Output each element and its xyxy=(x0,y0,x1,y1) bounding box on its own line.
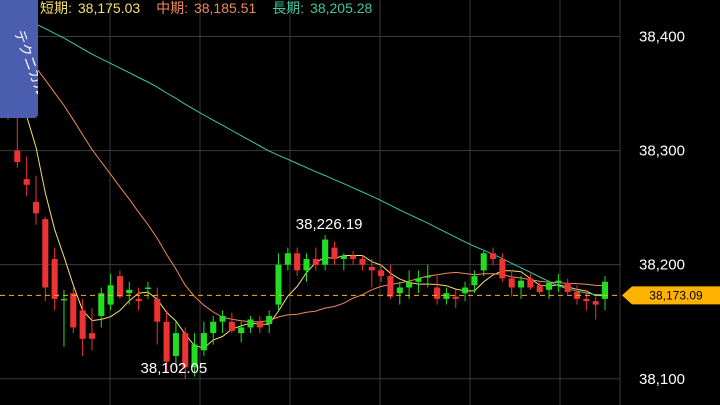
candle-body xyxy=(228,321,235,331)
candle-body xyxy=(98,293,105,317)
candle-body xyxy=(331,247,338,259)
candle-body xyxy=(480,253,487,271)
candle-body xyxy=(60,298,68,301)
low-annotation: 38,102.05 xyxy=(141,360,208,377)
candle-body xyxy=(210,321,217,334)
candle-body xyxy=(545,282,553,290)
legend-short-label: 短期: xyxy=(40,0,72,16)
candle-body xyxy=(452,296,459,299)
candle-body xyxy=(116,276,123,297)
candle-body xyxy=(536,285,543,293)
candle-body xyxy=(508,278,515,288)
legend-short-value: 38,175.03 xyxy=(77,0,141,16)
candle-body xyxy=(284,253,291,265)
candle-body xyxy=(172,333,179,356)
candle-body xyxy=(462,287,469,294)
candle-body xyxy=(51,258,58,299)
technical-button-label-svg: テクニカル xyxy=(11,28,50,99)
legend-long: 長期: 38,205.28 xyxy=(272,0,378,16)
ma-long-line xyxy=(7,14,606,296)
candle-body xyxy=(88,333,95,339)
candle-body xyxy=(200,333,207,351)
candle-body xyxy=(126,289,133,294)
legend-long-label: 長期: xyxy=(272,0,305,16)
candle-body xyxy=(303,258,310,271)
candle-body xyxy=(70,293,77,328)
technical-button-label: テクニカル xyxy=(11,28,38,99)
ma-mid-line xyxy=(7,45,606,323)
candle-body xyxy=(32,201,40,214)
candle-body xyxy=(396,287,403,294)
candle-body xyxy=(592,301,599,305)
current-price-tag xyxy=(622,286,720,305)
candle-body xyxy=(424,276,431,278)
candle-body xyxy=(340,255,347,259)
y-tick-label: 38,200 xyxy=(639,257,685,274)
candle-body xyxy=(219,316,226,322)
legend-mid: 中期: 38,185.51 xyxy=(156,0,266,16)
y-tick-label: 38,100 xyxy=(639,371,685,388)
ma-short-line xyxy=(7,70,606,349)
candle-body xyxy=(378,270,385,277)
candle-body xyxy=(294,253,301,271)
candle-body xyxy=(434,287,441,299)
candle-body xyxy=(471,276,478,286)
candle-body xyxy=(443,293,450,299)
candle-body xyxy=(247,319,254,328)
candle-body xyxy=(322,239,329,265)
candle-body xyxy=(359,258,366,265)
candle-body xyxy=(154,298,161,322)
candle-body xyxy=(238,327,245,334)
candle-body xyxy=(275,264,282,305)
candle-body xyxy=(79,310,86,339)
legend-mid-value: 38,185.51 xyxy=(193,0,257,16)
legend-long-value: 38,205.28 xyxy=(310,0,373,16)
candle-body xyxy=(42,219,49,288)
candle-body xyxy=(182,333,189,368)
candle-body xyxy=(368,266,375,271)
candle-body xyxy=(191,344,198,368)
high-annotation: 38,226.19 xyxy=(296,216,363,233)
candle-body xyxy=(350,255,357,259)
legend-mid-label: 中期: xyxy=(156,0,188,16)
candle-body xyxy=(135,298,142,302)
candle-body xyxy=(312,258,319,265)
candle-body xyxy=(555,280,562,283)
candle-body xyxy=(144,287,151,289)
candle-body xyxy=(163,321,170,362)
candle-body xyxy=(499,258,506,279)
ma-legend: 短期: 38,175.03 中期: 38,185.51 長期: 38,205.28 xyxy=(40,0,384,16)
candle-body xyxy=(266,316,273,324)
candle-body xyxy=(518,280,525,288)
y-tick-label: 38,300 xyxy=(639,143,685,160)
candle-body xyxy=(23,179,30,185)
candle-body xyxy=(14,150,21,162)
candle-body xyxy=(564,282,571,293)
candle-body xyxy=(415,278,422,282)
current-price-label: 38,173.09 xyxy=(649,288,703,302)
candle-body xyxy=(601,281,609,299)
technical-button[interactable]: テクニカル xyxy=(0,0,50,118)
candle-body xyxy=(490,253,497,259)
legend-short: 短期: 38,175.03 xyxy=(40,0,150,16)
y-tick-label: 38,400 xyxy=(639,29,685,46)
candle-body xyxy=(256,321,263,328)
candle-body xyxy=(527,278,534,288)
candle-body xyxy=(583,298,590,302)
candle-body xyxy=(406,281,413,288)
candle-body xyxy=(387,276,394,297)
